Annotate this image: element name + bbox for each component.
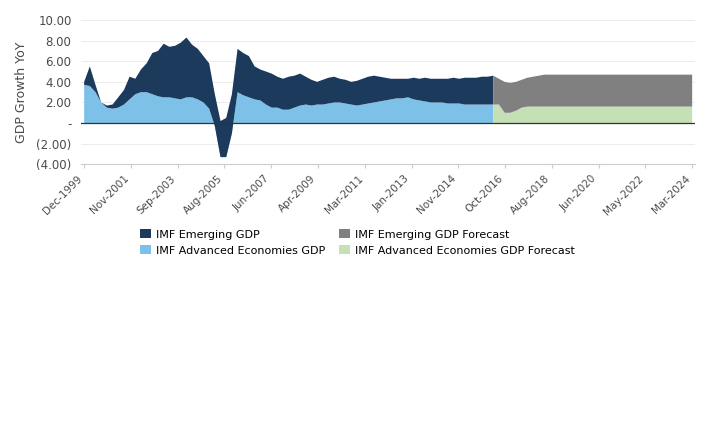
Y-axis label: GDP Growth YoY: GDP Growth YoY	[15, 42, 28, 143]
Legend: IMF Emerging GDP, IMF Advanced Economies GDP, IMF Emerging GDP Forecast, IMF Adv: IMF Emerging GDP, IMF Advanced Economies…	[135, 225, 580, 260]
